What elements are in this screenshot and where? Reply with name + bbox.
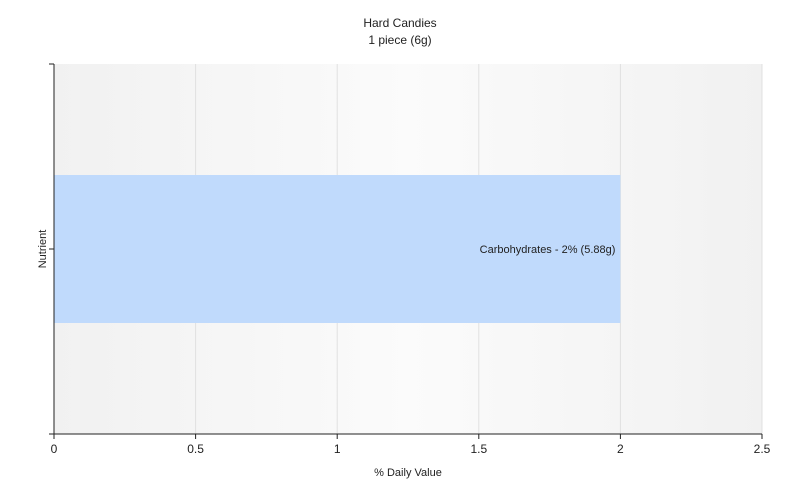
- x-tick-label: 1.5: [470, 442, 487, 456]
- x-axis-ticks: 0 0.5 1 1.5 2 2.5: [51, 434, 771, 456]
- x-tick-label: 2.5: [754, 442, 771, 456]
- data-label: Carbohydrates - 2% (5.88g): [480, 244, 616, 256]
- data-labels: Carbohydrates - 2% (5.88g): [480, 244, 616, 256]
- x-tick-label: 1: [334, 442, 341, 456]
- chart-subtitle: 1 piece (6g): [368, 33, 431, 47]
- bars: [54, 175, 621, 323]
- x-axis-title: % Daily Value: [374, 467, 442, 479]
- x-tick-label: 2: [617, 442, 624, 456]
- x-tick-label: 0.5: [187, 442, 204, 456]
- y-axis-title: Nutrient: [37, 230, 49, 269]
- x-tick-label: 0: [51, 442, 58, 456]
- bar: [54, 175, 621, 323]
- y-axis-ticks: [49, 63, 54, 435]
- chart-title: Hard Candies: [363, 16, 436, 30]
